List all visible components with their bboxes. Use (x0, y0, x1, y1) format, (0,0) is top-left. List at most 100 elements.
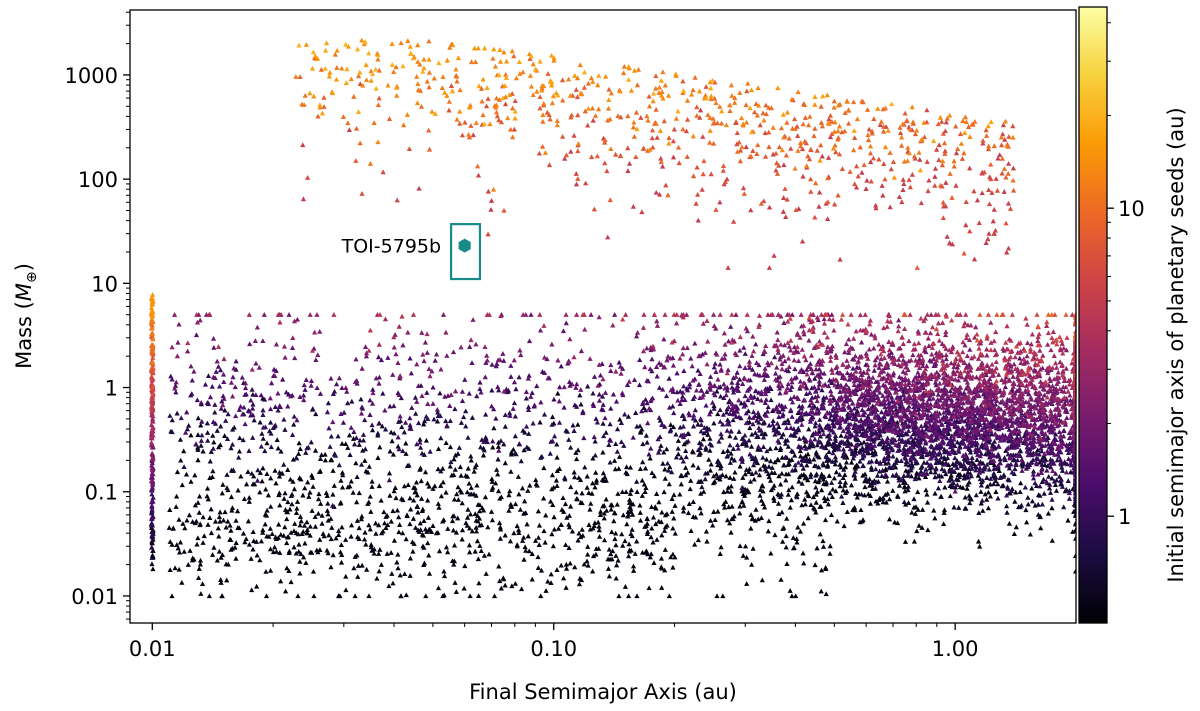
scatter-point (885, 456, 891, 462)
scatter-point (412, 394, 419, 400)
scatter-point (281, 461, 287, 467)
scatter-point (649, 525, 655, 531)
scatter-point (834, 518, 840, 524)
scatter-point (678, 473, 685, 479)
scatter-point (742, 393, 748, 399)
scatter-point (624, 382, 631, 388)
scatter-point (476, 580, 482, 586)
scatter-point (246, 448, 252, 453)
scatter-point (624, 471, 630, 477)
scatter-point (308, 382, 314, 388)
scatter-point (325, 511, 331, 517)
scatter-point (479, 522, 485, 528)
scatter-point (205, 400, 211, 406)
scatter-point (465, 434, 471, 440)
scatter-point (893, 442, 899, 448)
scatter-point (978, 489, 984, 494)
scatter-point (781, 462, 787, 468)
scatter-point (312, 447, 319, 453)
scatter-point (1072, 511, 1076, 517)
scatter-point (594, 419, 600, 425)
scatter-point (149, 554, 156, 560)
scatter-point (729, 455, 735, 461)
scatter-point (173, 504, 179, 509)
scatter-point (1059, 464, 1065, 470)
scatter-point (450, 527, 456, 533)
scatter-point (816, 477, 822, 483)
scatter-point (196, 493, 203, 499)
scatter-point (586, 490, 592, 495)
scatter-point (343, 537, 349, 542)
scatter-point (196, 509, 202, 515)
scatter-point (489, 479, 495, 484)
scatter-point (637, 502, 643, 508)
scatter-point (938, 422, 944, 427)
scatter-point (913, 401, 919, 407)
scatter-point (812, 562, 818, 568)
scatter-point (608, 437, 614, 443)
scatter-point (254, 583, 260, 589)
scatter-point (390, 508, 396, 514)
scatter-point (541, 528, 547, 534)
scatter-point (330, 419, 336, 425)
scatter-point (808, 471, 814, 477)
scatter-point (351, 441, 358, 447)
scatter-point (465, 506, 471, 512)
scatter-point (551, 514, 557, 520)
scatter-point (368, 542, 374, 547)
scatter-point (1046, 485, 1053, 491)
scatter-point (698, 387, 704, 393)
scatter-point (399, 424, 405, 430)
scatter-point (509, 583, 515, 589)
scatter-point (732, 469, 738, 475)
scatter-point (828, 512, 835, 518)
scatter-point (717, 407, 723, 413)
scatter-point (329, 525, 335, 530)
scatter-point (844, 488, 850, 494)
scatter-point (805, 451, 811, 457)
scatter-point (860, 425, 866, 431)
scatter-point (522, 429, 528, 435)
scatter-point (345, 445, 351, 450)
scatter-point (272, 544, 278, 550)
scatter-point (894, 423, 900, 429)
scatter-point (741, 438, 747, 444)
scatter-point (680, 458, 686, 464)
scatter-point (341, 409, 347, 415)
scatter-point (1060, 428, 1067, 434)
scatter-point (358, 461, 365, 467)
scatter-point (919, 525, 925, 530)
scatter-point (403, 536, 409, 542)
scatter-point (472, 548, 478, 554)
scatter-point (198, 438, 204, 443)
scatter-point (260, 435, 266, 441)
scatter-point (709, 399, 716, 405)
scatter-point (441, 568, 447, 574)
scatter-point (813, 491, 819, 497)
scatter-point (324, 547, 330, 553)
scatter-point (529, 551, 535, 556)
scatter-point (150, 498, 156, 504)
scatter-point (599, 361, 605, 366)
scatter-point (787, 504, 793, 510)
scatter-point (736, 429, 742, 434)
scatter-point (220, 517, 227, 523)
scatter-point (993, 478, 999, 484)
scatter-point (695, 367, 701, 373)
scatter-point (308, 378, 315, 383)
scatter-point (766, 474, 772, 480)
scatter-point (613, 441, 619, 447)
scatter-point (608, 551, 614, 557)
scatter-point (859, 447, 866, 453)
scatter-point (876, 431, 882, 437)
scatter-point (292, 355, 298, 361)
scatter-point (1072, 568, 1076, 574)
scatter-point (403, 451, 409, 456)
scatter-point (878, 409, 885, 415)
scatter-point (489, 387, 495, 393)
scatter-point (767, 384, 773, 390)
scatter-point (909, 455, 915, 461)
scatter-point (859, 445, 866, 450)
scatter-point (538, 567, 545, 573)
scatter-point (522, 544, 528, 550)
